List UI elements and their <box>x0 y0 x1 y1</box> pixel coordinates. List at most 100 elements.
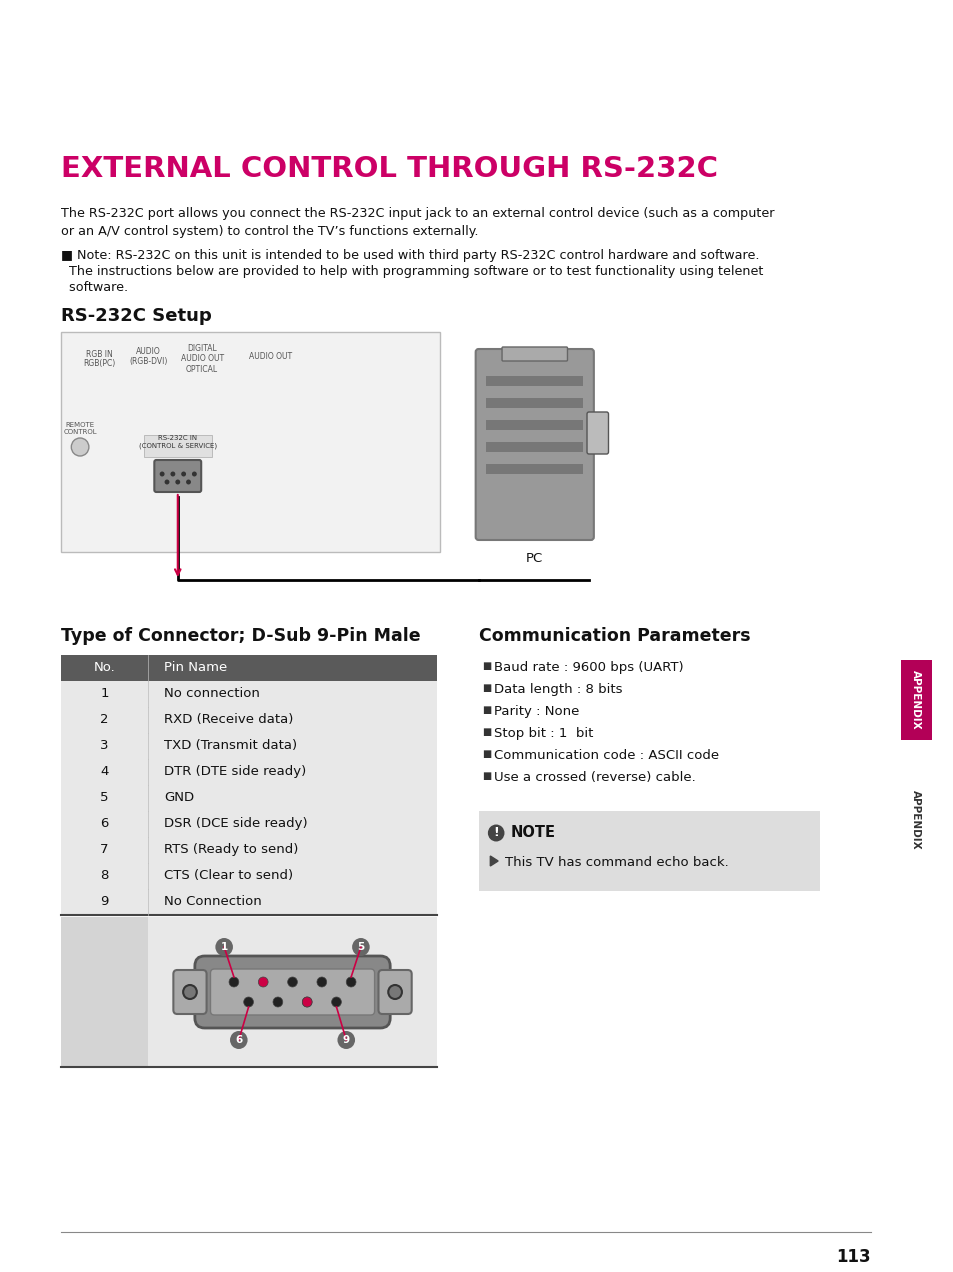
Bar <box>60 837 436 862</box>
Bar <box>486 420 582 430</box>
Circle shape <box>230 1032 248 1049</box>
Bar <box>60 889 436 915</box>
Circle shape <box>346 977 355 987</box>
Text: 5: 5 <box>357 943 364 951</box>
Text: ■: ■ <box>482 728 491 736</box>
Text: RXD (Receive data): RXD (Receive data) <box>164 714 294 726</box>
Text: APPENDIX: APPENDIX <box>910 790 921 850</box>
Circle shape <box>337 1032 355 1049</box>
Bar <box>60 785 436 812</box>
Text: No.: No. <box>93 661 115 674</box>
Circle shape <box>243 997 253 1007</box>
Text: RS-232C Setup: RS-232C Setup <box>60 307 211 326</box>
Text: ■: ■ <box>482 705 491 715</box>
Text: ■: ■ <box>482 771 491 781</box>
Text: RGB IN: RGB IN <box>86 350 112 359</box>
FancyBboxPatch shape <box>194 957 390 1028</box>
FancyBboxPatch shape <box>173 971 207 1014</box>
Bar <box>478 812 820 890</box>
Circle shape <box>186 480 191 485</box>
Text: ■: ■ <box>482 683 491 693</box>
Text: 3: 3 <box>100 739 109 752</box>
Text: PC: PC <box>526 552 543 565</box>
Bar <box>60 862 436 889</box>
Text: REMOTE
CONTROL: REMOTE CONTROL <box>63 422 97 435</box>
Circle shape <box>273 997 282 1007</box>
Text: NOTE: NOTE <box>510 826 556 840</box>
Text: !: ! <box>493 827 498 840</box>
Text: 2: 2 <box>100 714 109 726</box>
Circle shape <box>302 997 312 1007</box>
Text: 6: 6 <box>235 1035 242 1046</box>
Text: 6: 6 <box>100 817 109 831</box>
Text: 1: 1 <box>100 687 109 700</box>
Text: RTS (Ready to send): RTS (Ready to send) <box>164 843 298 856</box>
Text: Communication Parameters: Communication Parameters <box>478 627 749 645</box>
FancyBboxPatch shape <box>586 412 608 454</box>
Text: 7: 7 <box>100 843 109 856</box>
Text: DTR (DTE side ready): DTR (DTE side ready) <box>164 764 306 778</box>
Text: RGB(PC): RGB(PC) <box>84 359 115 368</box>
Bar <box>60 707 436 733</box>
Circle shape <box>159 472 165 477</box>
FancyBboxPatch shape <box>154 460 201 492</box>
Circle shape <box>71 438 89 455</box>
Text: RS-232C IN
(CONTROL & SERVICE): RS-232C IN (CONTROL & SERVICE) <box>138 435 216 449</box>
Bar <box>486 464 582 474</box>
Bar <box>60 733 436 759</box>
Polygon shape <box>490 856 497 866</box>
Text: software.: software. <box>60 281 128 294</box>
Bar <box>60 812 436 837</box>
Text: 113: 113 <box>836 1248 870 1266</box>
Bar <box>60 655 436 681</box>
Text: ■: ■ <box>482 661 491 672</box>
Text: Use a crossed (reverse) cable.: Use a crossed (reverse) cable. <box>494 771 696 784</box>
Bar <box>900 660 931 740</box>
Bar <box>486 398 582 408</box>
Circle shape <box>316 977 326 987</box>
Text: 1: 1 <box>220 943 228 951</box>
Text: EXTERNAL CONTROL THROUGH RS-232C: EXTERNAL CONTROL THROUGH RS-232C <box>60 155 717 183</box>
Text: No connection: No connection <box>164 687 260 700</box>
Text: DSR (DCE side ready): DSR (DCE side ready) <box>164 817 308 831</box>
Circle shape <box>192 472 196 477</box>
Text: This TV has command echo back.: This TV has command echo back. <box>504 856 728 869</box>
FancyBboxPatch shape <box>476 349 593 541</box>
Circle shape <box>183 985 196 999</box>
Text: AUDIO OUT: AUDIO OUT <box>249 352 292 361</box>
Bar <box>486 441 582 452</box>
Circle shape <box>352 937 370 957</box>
Text: TXD (Transmit data): TXD (Transmit data) <box>164 739 297 752</box>
FancyBboxPatch shape <box>211 969 375 1015</box>
Circle shape <box>165 480 170 485</box>
Text: ■ Note: RS-232C on this unit is intended to be used with third party RS-232C con: ■ Note: RS-232C on this unit is intended… <box>60 249 759 262</box>
Text: ■: ■ <box>482 749 491 759</box>
Text: Communication code : ASCII code: Communication code : ASCII code <box>494 749 719 762</box>
Text: Type of Connector; D-Sub 9-Pin Male: Type of Connector; D-Sub 9-Pin Male <box>60 627 419 645</box>
FancyBboxPatch shape <box>501 347 567 361</box>
Text: 4: 4 <box>100 764 109 778</box>
Text: Pin Name: Pin Name <box>164 661 227 674</box>
Circle shape <box>332 997 341 1007</box>
Text: No Connection: No Connection <box>164 895 261 908</box>
Circle shape <box>302 997 312 1007</box>
Text: 9: 9 <box>342 1035 350 1046</box>
Bar <box>60 332 439 552</box>
Circle shape <box>258 977 268 987</box>
Circle shape <box>171 472 175 477</box>
Circle shape <box>487 824 504 842</box>
Text: Data length : 8 bits: Data length : 8 bits <box>494 683 622 696</box>
Text: CTS (Clear to send): CTS (Clear to send) <box>164 869 293 881</box>
Bar <box>60 917 436 1067</box>
Circle shape <box>229 977 238 987</box>
Bar <box>60 917 149 1067</box>
Circle shape <box>175 480 180 485</box>
Bar <box>60 759 436 785</box>
FancyBboxPatch shape <box>378 971 412 1014</box>
Circle shape <box>288 977 297 987</box>
Text: Parity : None: Parity : None <box>494 705 579 717</box>
Text: 8: 8 <box>100 869 109 881</box>
Bar <box>144 435 212 457</box>
Text: GND: GND <box>164 791 194 804</box>
Text: Stop bit : 1  bit: Stop bit : 1 bit <box>494 728 593 740</box>
